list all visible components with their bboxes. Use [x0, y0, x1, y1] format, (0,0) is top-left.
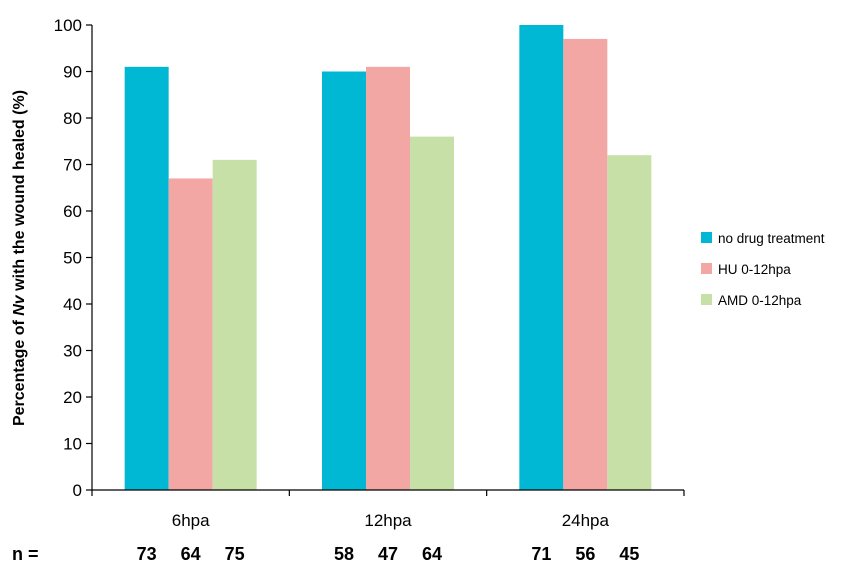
n-value: 64 [181, 544, 201, 564]
y-tick-label: 90 [63, 63, 82, 82]
n-value: 75 [225, 544, 245, 564]
y-tick-label: 20 [63, 388, 82, 407]
y-tick-label: 60 [63, 202, 82, 221]
x-tick-label: 24hpa [562, 511, 610, 530]
bar [607, 155, 652, 490]
y-tick-label: 40 [63, 295, 82, 314]
bars [124, 25, 652, 490]
y-tick-label: 50 [63, 249, 82, 268]
y-tick-label: 10 [63, 435, 82, 454]
legend-swatch [701, 294, 712, 305]
bar [322, 71, 366, 490]
n-value: 45 [619, 544, 639, 564]
n-value: 58 [334, 544, 354, 564]
n-value: 64 [422, 544, 442, 564]
legend-swatch [701, 263, 712, 274]
sample-size-row: n = 73 64 75 58 47 64 71 56 45 [12, 544, 639, 564]
n-value: 56 [575, 544, 595, 564]
y-tick-label: 80 [63, 109, 82, 128]
y-tick-label: 30 [63, 342, 82, 361]
legend-label: no drug treatment [718, 231, 825, 246]
y-tick-label: 100 [54, 16, 82, 35]
bar [410, 136, 454, 490]
bar [168, 178, 213, 490]
legend-label: HU 0-12hpa [718, 262, 791, 277]
n-value: 73 [137, 544, 157, 564]
bar [124, 66, 169, 490]
y-tick-label: 70 [63, 156, 82, 175]
n-value: 71 [531, 544, 551, 564]
y-axis: 0 10 20 30 40 50 60 70 80 90 100 [54, 16, 93, 500]
bar [366, 66, 410, 490]
legend: no drug treatment HU 0-12hpa AMD 0-12hpa [701, 231, 825, 308]
legend-label: AMD 0-12hpa [718, 293, 802, 308]
x-axis: 6hpa 12hpa 24hpa [91, 489, 685, 530]
n-label: n = [12, 544, 39, 564]
legend-swatch [701, 232, 712, 243]
bar [212, 159, 257, 490]
n-value: 47 [378, 544, 398, 564]
x-tick-label: 6hpa [172, 511, 210, 530]
bar [519, 25, 564, 490]
bar [563, 38, 608, 490]
y-tick-label: 0 [73, 481, 82, 500]
y-axis-label: Percentage of Nv with the wound healed (… [11, 90, 28, 426]
x-tick-label: 12hpa [364, 511, 412, 530]
